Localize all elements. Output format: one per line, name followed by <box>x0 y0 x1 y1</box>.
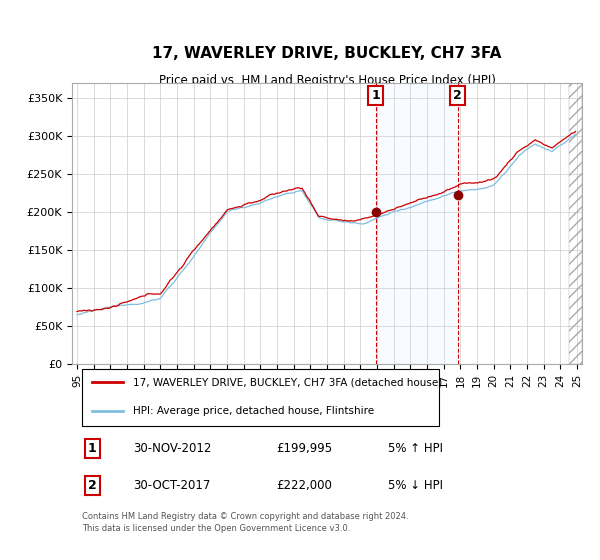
Text: 2: 2 <box>88 479 97 492</box>
Text: 5% ↓ HPI: 5% ↓ HPI <box>388 479 443 492</box>
Text: HPI: Average price, detached house, Flintshire: HPI: Average price, detached house, Flin… <box>133 406 374 416</box>
Text: £199,995: £199,995 <box>276 442 332 455</box>
Text: Price paid vs. HM Land Registry's House Price Index (HPI): Price paid vs. HM Land Registry's House … <box>158 74 496 87</box>
Text: 30-OCT-2017: 30-OCT-2017 <box>133 479 211 492</box>
Text: This data is licensed under the Open Government Licence v3.0.: This data is licensed under the Open Gov… <box>82 524 350 533</box>
Text: 5% ↑ HPI: 5% ↑ HPI <box>388 442 443 455</box>
Text: Contains HM Land Registry data © Crown copyright and database right 2024.: Contains HM Land Registry data © Crown c… <box>82 512 409 521</box>
Text: 1: 1 <box>88 442 97 455</box>
Text: 17, WAVERLEY DRIVE, BUCKLEY, CH7 3FA: 17, WAVERLEY DRIVE, BUCKLEY, CH7 3FA <box>152 46 502 60</box>
Text: 30-NOV-2012: 30-NOV-2012 <box>133 442 212 455</box>
Text: 17, WAVERLEY DRIVE, BUCKLEY, CH7 3FA (detached house): 17, WAVERLEY DRIVE, BUCKLEY, CH7 3FA (de… <box>133 377 442 387</box>
FancyBboxPatch shape <box>82 368 439 426</box>
Text: £222,000: £222,000 <box>276 479 332 492</box>
Text: 2: 2 <box>453 88 462 102</box>
Text: 1: 1 <box>371 88 380 102</box>
